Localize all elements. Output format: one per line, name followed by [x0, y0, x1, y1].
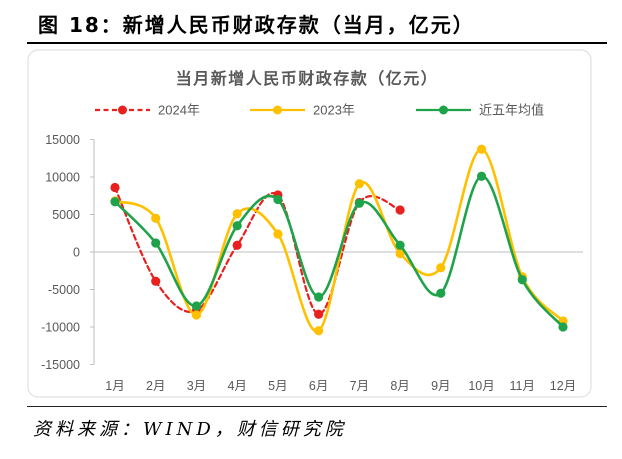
series-2-point	[273, 194, 283, 205]
legend-label: 2023年	[313, 103, 355, 118]
chart-frame	[27, 49, 592, 398]
series-1-point	[151, 213, 161, 223]
series-0-point	[232, 240, 242, 250]
series-2-point	[354, 198, 364, 208]
y-tick-label: 5000	[52, 208, 80, 222]
series-2-point	[151, 238, 161, 248]
x-tick-label: 7月	[350, 379, 369, 393]
y-tick-label: -15000	[41, 358, 80, 372]
series-2	[110, 171, 568, 332]
legend-label: 2024年	[158, 103, 200, 118]
axes: 15000 10000 5000 0 -5000 -10000 -15000 1月 2月 3月 4月…	[41, 133, 583, 393]
x-tick-label: 6月	[309, 379, 328, 393]
series-1-point	[476, 144, 487, 154]
x-tick-label: 11月	[510, 379, 535, 393]
source-rule	[27, 406, 607, 407]
legend-swatch-marker	[439, 105, 448, 115]
legend-item-2: 近五年均值	[416, 103, 544, 118]
series-2-point	[476, 171, 487, 181]
legend-label: 近五年均值	[479, 103, 544, 118]
series-2-point	[517, 275, 527, 285]
legend: 2024年 2023年 近五年均值	[95, 103, 544, 118]
x-tick-label: 10月	[468, 379, 494, 393]
series-1-point	[395, 248, 405, 259]
source-note: 资料来源：WIND，财信研究院	[33, 419, 347, 440]
series-2-point	[558, 322, 568, 332]
series-1-point	[314, 326, 324, 336]
series-0-point	[110, 182, 120, 193]
series-2-point	[314, 292, 324, 302]
y-tick-label: -10000	[41, 321, 80, 335]
legend-item-0: 2024年	[95, 103, 200, 118]
legend-swatch-marker	[273, 105, 282, 115]
legend-swatch-marker	[118, 105, 127, 115]
y-tick-label: 10000	[45, 171, 80, 185]
series-2-point	[436, 288, 446, 298]
y-tick-label: -5000	[48, 283, 80, 297]
x-tick-label: 4月	[227, 379, 246, 393]
x-tick-label: 5月	[268, 379, 287, 393]
x-tick-label: 8月	[390, 379, 409, 393]
series-0-point	[151, 276, 161, 286]
x-tick-label: 12月	[550, 379, 576, 393]
series-1-point	[191, 310, 202, 320]
series-2-point	[110, 197, 120, 207]
chart-title: 当月新增人民币财政存款（亿元）	[176, 69, 439, 88]
legend-item-1: 2023年	[250, 103, 355, 118]
x-tick-label: 1月	[105, 379, 124, 393]
y-tick-label: 15000	[45, 133, 80, 147]
series-group	[110, 144, 568, 336]
y-tick-label: 0	[73, 246, 80, 260]
series-1-point	[354, 179, 364, 189]
series-1-point	[436, 263, 446, 273]
series-2-point	[395, 240, 405, 250]
series-1-point	[232, 209, 242, 219]
figure-title: 图 18：新增人民币财政存款（当月，亿元）	[38, 13, 475, 37]
x-tick-label: 9月	[431, 379, 450, 393]
series-0-point	[314, 309, 324, 319]
series-2-point	[232, 221, 242, 231]
x-tick-label: 2月	[146, 379, 165, 393]
series-1-point	[273, 229, 283, 239]
series-0-point	[395, 205, 405, 215]
series-2-point	[191, 301, 202, 311]
title-rule	[27, 42, 607, 44]
x-tick-label: 3月	[187, 379, 206, 393]
